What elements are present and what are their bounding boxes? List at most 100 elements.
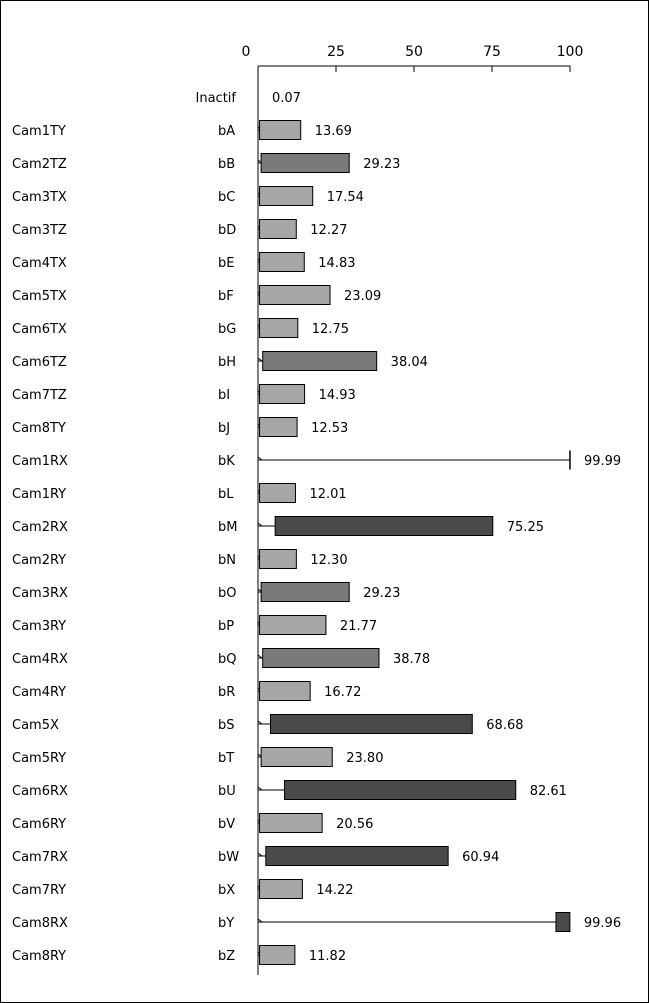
bar-value-label: 82.61 bbox=[530, 784, 567, 799]
bar-arrow-tick bbox=[257, 918, 263, 923]
x-tick-label: 75 bbox=[483, 44, 501, 60]
row-code-label: bI bbox=[218, 388, 230, 403]
table-row: Cam5RY bT 23.80 bbox=[12, 747, 383, 767]
table-row: Cam8RX bY 99.96 bbox=[12, 912, 621, 932]
row-code-label: bM bbox=[218, 520, 237, 535]
bar bbox=[274, 516, 494, 536]
header-value-label: 0.07 bbox=[272, 91, 301, 106]
row-code-label: bP bbox=[218, 619, 234, 634]
table-row: Cam4RY bR 16.72 bbox=[12, 681, 361, 701]
row-name-label: Cam6RY bbox=[12, 817, 66, 832]
row-name-label: Cam7TZ bbox=[12, 388, 67, 403]
bar bbox=[259, 285, 331, 305]
bar bbox=[262, 648, 380, 668]
row-name-label: Cam3RX bbox=[12, 586, 68, 601]
bar bbox=[260, 153, 350, 173]
bar-value-label: 29.23 bbox=[363, 586, 400, 601]
row-name-label: Cam6TZ bbox=[12, 355, 67, 370]
bar bbox=[259, 252, 305, 272]
table-row: Cam3RX bO 29.23 bbox=[12, 582, 400, 602]
bar-value-label: 75.25 bbox=[507, 520, 544, 535]
bar bbox=[259, 120, 302, 140]
header-code-label: Inactif bbox=[196, 91, 237, 106]
bar bbox=[259, 813, 323, 833]
table-row: Cam7TZ bI 14.93 bbox=[12, 384, 356, 404]
bar-value-label: 38.04 bbox=[391, 355, 428, 370]
bar bbox=[262, 351, 378, 371]
row-code-label: bB bbox=[218, 157, 235, 172]
row-name-label: Cam5X bbox=[12, 718, 59, 733]
row-name-label: Cam8RX bbox=[12, 916, 68, 931]
row-code-label: bN bbox=[218, 553, 236, 568]
table-row: Cam4RX bQ 38.78 bbox=[12, 648, 430, 668]
x-tick-label: 100 bbox=[557, 44, 584, 60]
table-row: Cam5X bS 68.68 bbox=[12, 714, 524, 734]
bar bbox=[265, 846, 449, 866]
bar bbox=[259, 879, 303, 899]
row-code-label: bH bbox=[218, 355, 236, 370]
bar-value-label: 60.94 bbox=[462, 850, 499, 865]
row-code-label: bU bbox=[218, 784, 236, 799]
bar bbox=[284, 780, 517, 800]
row-code-label: bK bbox=[218, 454, 235, 469]
bar-value-label: 14.93 bbox=[319, 388, 356, 403]
bar-arrow-tick bbox=[257, 720, 263, 725]
table-row: Cam6TX bG 12.75 bbox=[12, 318, 349, 338]
table-row: Cam3RY bP 21.77 bbox=[12, 615, 377, 635]
table-row: Cam2RY bN 12.30 bbox=[12, 549, 348, 569]
bar-arrow-tick bbox=[257, 654, 263, 659]
bar-value-label: 12.27 bbox=[310, 223, 347, 238]
x-tick-label: 0 bbox=[242, 44, 251, 60]
row-code-label: bD bbox=[218, 223, 236, 238]
row-code-label: bA bbox=[218, 124, 235, 139]
row-name-label: Cam8RY bbox=[12, 949, 66, 964]
bar-value-label: 14.22 bbox=[316, 883, 353, 898]
bar bbox=[269, 714, 473, 734]
bar-value-label: 17.54 bbox=[327, 190, 364, 205]
bar-value-label: 29.23 bbox=[363, 157, 400, 172]
bar bbox=[259, 417, 298, 437]
bar bbox=[555, 912, 571, 932]
row-code-label: bE bbox=[218, 256, 234, 271]
bar bbox=[259, 186, 314, 206]
row-code-label: bW bbox=[218, 850, 239, 865]
row-code-label: bR bbox=[218, 685, 235, 700]
bar-arrow-tick bbox=[257, 357, 263, 362]
x-tick-label: 50 bbox=[405, 44, 423, 60]
row-code-label: bT bbox=[218, 751, 234, 766]
table-row: Cam8TY bJ 12.53 bbox=[12, 417, 348, 437]
table-row: Cam6RY bV 20.56 bbox=[12, 813, 373, 833]
bar bbox=[259, 549, 297, 569]
table-row: Cam2TZ bB 29.23 bbox=[12, 153, 400, 173]
bar-value-label: 13.69 bbox=[315, 124, 352, 139]
bar-value-label: 12.01 bbox=[309, 487, 346, 502]
bar bbox=[259, 318, 299, 338]
row-name-label: Cam1TY bbox=[12, 124, 66, 139]
bar-value-label: 68.68 bbox=[486, 718, 523, 733]
table-row: Cam1TY bA 13.69 bbox=[12, 120, 352, 140]
bar-value-label: 12.75 bbox=[312, 322, 349, 337]
table-row: Cam6RX bU 82.61 bbox=[12, 780, 567, 800]
bar-value-label: 99.96 bbox=[584, 916, 621, 931]
bar-arrow-tick bbox=[257, 456, 263, 461]
bar-arrow-tick bbox=[257, 786, 263, 791]
bar-value-label: 23.80 bbox=[346, 751, 383, 766]
table-row: Cam2RX bM 75.25 bbox=[12, 516, 544, 536]
bar bbox=[260, 747, 333, 767]
row-name-label: Cam7RY bbox=[12, 883, 66, 898]
bar bbox=[259, 681, 311, 701]
bar-arrow-tick bbox=[257, 852, 263, 857]
table-row: Cam1RY bL 12.01 bbox=[12, 483, 347, 503]
row-code-label: bL bbox=[218, 487, 234, 502]
row-name-label: Cam3TX bbox=[12, 190, 67, 205]
bar bbox=[260, 582, 350, 602]
row-code-label: bZ bbox=[218, 949, 235, 964]
row-code-label: bC bbox=[218, 190, 235, 205]
bar-value-label: 20.56 bbox=[336, 817, 373, 832]
row-code-label: bJ bbox=[218, 421, 230, 436]
row-code-label: bV bbox=[218, 817, 235, 832]
table-row: Cam6TZ bH 38.04 bbox=[12, 351, 428, 371]
